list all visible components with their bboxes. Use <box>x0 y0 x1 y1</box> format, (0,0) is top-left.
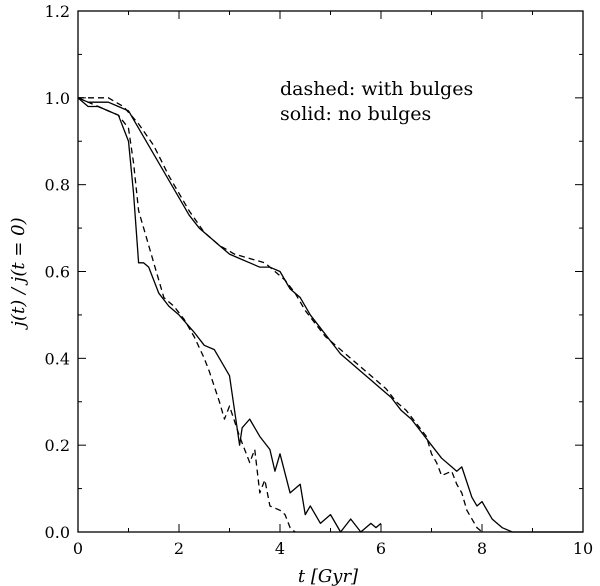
y-axis-label: j(t) / j(t = 0) <box>8 217 29 330</box>
annotation-dashed: dashed: with bulges <box>280 78 473 100</box>
series-line-solid-0 <box>78 98 381 532</box>
y-tick-label: 1.2 <box>45 2 70 21</box>
series-layer <box>78 98 583 532</box>
y-tick-label: 0.4 <box>45 349 70 368</box>
y-tick-label: 0.0 <box>45 523 70 542</box>
x-axis-label: t [Gyr] <box>298 566 359 586</box>
y-tick-label: 0.6 <box>45 263 70 282</box>
x-tick-label: 6 <box>376 539 386 558</box>
series-line-dashed-1 <box>78 98 295 532</box>
x-tick-label: 8 <box>477 539 487 558</box>
x-tick-label: 4 <box>275 539 285 558</box>
y-tick-label: 1.0 <box>45 89 70 108</box>
series-line-dashed-3 <box>78 98 482 532</box>
x-tick-label: 0 <box>73 539 83 558</box>
x-tick-label: 2 <box>174 539 184 558</box>
y-tick-label: 0.2 <box>45 436 70 455</box>
annotation-solid: solid: no bulges <box>280 103 431 125</box>
x-tick-label: 10 <box>573 539 593 558</box>
series-line-solid-2 <box>78 98 583 532</box>
y-tick-label: 0.8 <box>45 176 70 195</box>
